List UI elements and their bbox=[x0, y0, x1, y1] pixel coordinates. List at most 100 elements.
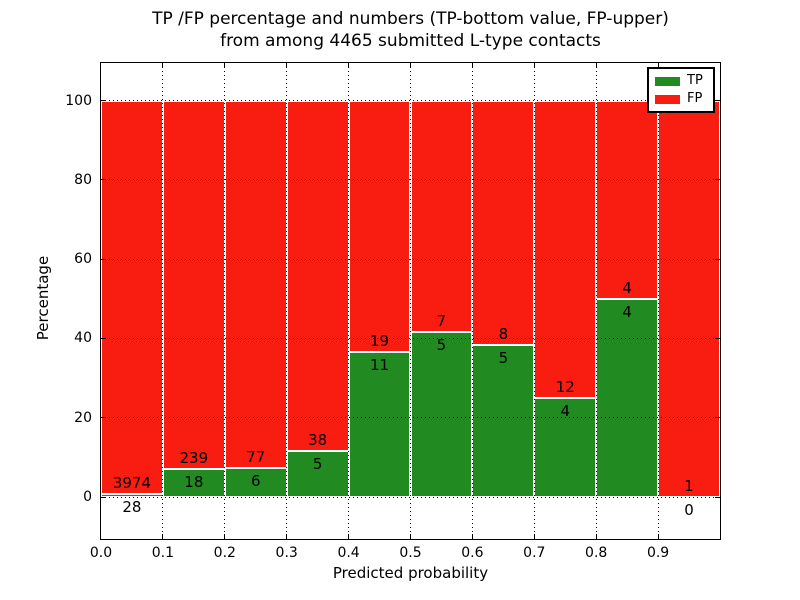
gridline-x-0.8 bbox=[595, 63, 597, 539]
bar-tp-5 bbox=[410, 331, 473, 497]
legend-swatch-fp bbox=[655, 94, 680, 104]
x-tick-top-0.7 bbox=[533, 63, 535, 68]
gridline-x-0.9 bbox=[657, 63, 659, 539]
bar-label-tp-1: 18 bbox=[184, 473, 204, 492]
legend-item-tp: TP bbox=[655, 74, 707, 88]
bar-label-tp-7: 4 bbox=[560, 401, 571, 420]
gridline-x-0.3 bbox=[286, 63, 288, 539]
y-tick-label-40: 40 bbox=[74, 330, 92, 347]
x-tick-label-0.7: 0.7 bbox=[523, 545, 546, 561]
y-tick-right-0 bbox=[715, 496, 720, 498]
y-tick-left-0 bbox=[101, 496, 106, 498]
bar-fp-2 bbox=[224, 100, 287, 469]
x-tick-top-0.2 bbox=[224, 63, 226, 68]
y-tick-label-80: 80 bbox=[74, 171, 92, 188]
gridline-y-0 bbox=[101, 496, 720, 498]
x-tick-label-0.3: 0.3 bbox=[275, 545, 298, 561]
bar-fp-1 bbox=[162, 100, 225, 470]
bar-label-fp-5: 7 bbox=[436, 311, 447, 330]
legend-item-fp: FP bbox=[655, 92, 707, 106]
y-tick-right-40 bbox=[715, 337, 720, 339]
bar-label-fp-1: 239 bbox=[179, 449, 209, 468]
bar-fp-8 bbox=[596, 100, 659, 299]
gridline-y-100 bbox=[101, 100, 720, 101]
x-tick-label-0.2: 0.2 bbox=[213, 545, 236, 561]
x-tick-label-0.9: 0.9 bbox=[646, 545, 670, 561]
bar-label-fp-0: 3974 bbox=[112, 474, 152, 493]
legend-label-tp: TP bbox=[687, 73, 703, 88]
bar-label-fp-7: 12 bbox=[555, 377, 575, 396]
x-tick-label-0.4: 0.4 bbox=[337, 545, 360, 561]
y-tick-left-100 bbox=[101, 100, 106, 101]
bar-fp-6 bbox=[472, 100, 535, 345]
gridline-y-80 bbox=[101, 179, 720, 181]
x-tick-bottom-0.8 bbox=[595, 534, 597, 539]
x-tick-label-0.5: 0.5 bbox=[399, 545, 422, 561]
bar-label-fp-6: 8 bbox=[498, 324, 509, 343]
x-axis-label: Predicted probability bbox=[332, 564, 489, 582]
bar-tp-3 bbox=[286, 450, 349, 497]
x-tick-bottom-0.7 bbox=[533, 534, 535, 539]
gridline-y-60 bbox=[101, 258, 720, 260]
plot-area: 3974 28 239 18 77 6 38 5 19 11 7 5 8 5 12 4 4 4 1 0 bbox=[100, 62, 721, 540]
bar-label-tp-3: 5 bbox=[312, 454, 323, 473]
bar-label-fp-3: 38 bbox=[308, 430, 328, 449]
legend-label-fp: FP bbox=[687, 91, 703, 106]
chart-title-line2: from among 4465 submitted L-type contact… bbox=[220, 31, 601, 51]
bar-tp-6 bbox=[472, 344, 535, 497]
bar-label-fp-8: 4 bbox=[622, 278, 632, 297]
chart-title-line1: TP /FP percentage and numbers (TP-bottom… bbox=[152, 9, 669, 29]
bar-label-tp-4: 11 bbox=[369, 355, 390, 374]
y-tick-label-20: 20 bbox=[74, 409, 92, 426]
gridline-x-0.1 bbox=[162, 63, 164, 539]
x-tick-label-0.6: 0.6 bbox=[461, 545, 484, 561]
x-tick-label-0.0: 0.0 bbox=[89, 545, 113, 561]
legend-swatch-tp bbox=[655, 76, 680, 86]
bar-label-tp-5: 5 bbox=[436, 335, 447, 354]
gridline-x-0.5 bbox=[410, 63, 411, 539]
y-tick-left-80 bbox=[101, 179, 106, 181]
x-tick-bottom-0.6 bbox=[471, 534, 473, 539]
x-tick-top-0.1 bbox=[162, 63, 164, 68]
bar-label-tp-9: 0 bbox=[684, 501, 694, 519]
bar-label-tp-8: 4 bbox=[622, 302, 632, 321]
x-tick-label-0.1: 0.1 bbox=[151, 545, 175, 561]
bar-fp-9 bbox=[658, 100, 720, 497]
y-tick-label-0: 0 bbox=[83, 489, 92, 505]
gridline-x-0.7 bbox=[533, 63, 535, 539]
gridline-y-20 bbox=[101, 417, 720, 419]
gridline-x-0.4 bbox=[348, 63, 350, 539]
x-tick-bottom-0.4 bbox=[348, 534, 350, 539]
bar-fp-0 bbox=[101, 100, 163, 495]
gridline-x-0.2 bbox=[224, 63, 226, 539]
x-tick-top-0.5 bbox=[410, 63, 411, 68]
y-tick-right-60 bbox=[715, 258, 720, 260]
x-tick-bottom-0.2 bbox=[224, 534, 226, 539]
bar-label-tp-0: 28 bbox=[122, 498, 142, 517]
y-tick-right-100 bbox=[715, 100, 720, 101]
y-tick-label-100: 100 bbox=[65, 92, 92, 109]
bar-tp-1 bbox=[162, 469, 225, 497]
x-tick-bottom-0.5 bbox=[410, 534, 411, 539]
x-tick-bottom-0.3 bbox=[286, 534, 288, 539]
y-tick-label-60: 60 bbox=[74, 251, 92, 268]
x-tick-top-0.8 bbox=[595, 63, 597, 68]
x-tick-bottom-0.1 bbox=[162, 534, 164, 539]
bar-label-fp-9: 1 bbox=[684, 477, 694, 495]
y-axis-label: Percentage bbox=[34, 255, 52, 341]
bar-tp-4 bbox=[348, 351, 411, 497]
x-tick-bottom-0.9 bbox=[657, 534, 659, 539]
bar-label-fp-4: 19 bbox=[369, 331, 390, 350]
bar-fp-4 bbox=[348, 100, 411, 352]
bar-fp-7 bbox=[534, 100, 597, 398]
bar-fp-3 bbox=[286, 100, 349, 451]
x-tick-top-0.6 bbox=[471, 63, 473, 68]
bar-label-tp-2: 6 bbox=[250, 472, 261, 491]
bar-label-fp-2: 77 bbox=[246, 448, 266, 467]
x-tick-top-0.3 bbox=[286, 63, 288, 68]
bar-label-tp-6: 5 bbox=[498, 348, 509, 367]
x-tick-top-0.4 bbox=[348, 63, 350, 68]
bar-tp-8 bbox=[596, 298, 659, 497]
legend: TP FP bbox=[647, 67, 715, 113]
